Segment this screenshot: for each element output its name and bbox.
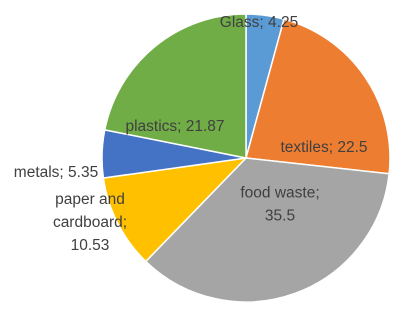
- slice-label-food-waste: food waste; 35.5: [240, 185, 319, 225]
- pie-slice-food-waste: [144, 157, 390, 303]
- slice-label-plastics: plastics; 21.87: [125, 118, 224, 135]
- pie-slice-textiles: [245, 18, 391, 175]
- pie-slices: [101, 13, 391, 303]
- slice-label-glass: Glass; 4.25: [220, 14, 298, 31]
- slice-label-metals: metals; 5.35: [14, 164, 98, 181]
- slice-label-paper-and-cardboard: paper and cardboard; 10.53: [53, 191, 127, 254]
- slice-label-textiles: textiles; 22.5: [280, 139, 367, 156]
- pie-slice-plastics: [103, 13, 247, 159]
- slice-labels: Glass; 4.25 textiles; 22.5 food waste; 35.5…: [14, 14, 368, 254]
- pie-slice-paper-and-cardboard: [102, 156, 249, 263]
